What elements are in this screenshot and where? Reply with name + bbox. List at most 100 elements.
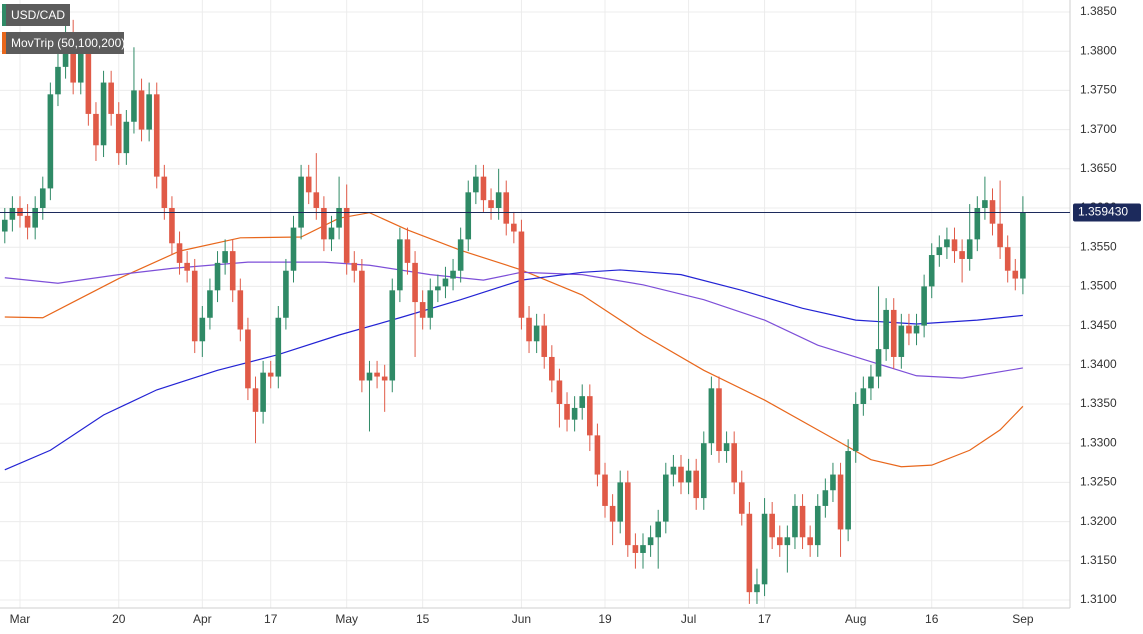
candle-body bbox=[343, 207, 350, 263]
y-tick-label: 1.3200 bbox=[1080, 514, 1117, 528]
candle-body bbox=[457, 239, 464, 271]
x-tick-label: Sep bbox=[1012, 612, 1034, 626]
candle-body bbox=[700, 443, 707, 499]
candle-body bbox=[723, 443, 730, 452]
candle-body bbox=[556, 380, 563, 405]
y-tick-label: 1.3100 bbox=[1080, 592, 1117, 606]
candle-body bbox=[1, 219, 8, 232]
x-tick-label: May bbox=[335, 612, 358, 626]
y-tick-label: 1.3700 bbox=[1080, 122, 1117, 136]
candle-body bbox=[366, 372, 373, 381]
candle-body bbox=[731, 443, 737, 483]
candle-body bbox=[533, 325, 540, 342]
candle-body bbox=[199, 317, 206, 342]
candle-body bbox=[564, 404, 570, 420]
candle-body bbox=[389, 290, 396, 381]
candle-body bbox=[936, 247, 943, 256]
candle-body bbox=[495, 192, 502, 208]
candle-body bbox=[115, 113, 122, 154]
candle-body bbox=[260, 372, 266, 412]
x-tick-label: Jun bbox=[512, 612, 531, 626]
candle-body bbox=[754, 584, 760, 593]
candle-body bbox=[814, 505, 821, 546]
candle-body bbox=[678, 466, 684, 483]
x-tick-label: 17 bbox=[264, 612, 278, 626]
last-price-label: 1.359430 bbox=[1078, 205, 1128, 219]
candle-body bbox=[169, 207, 175, 244]
candle-body bbox=[845, 451, 851, 530]
candle-body bbox=[632, 545, 639, 553]
candle-body bbox=[222, 251, 228, 263]
candle-body bbox=[161, 176, 168, 208]
candle-body bbox=[252, 388, 259, 412]
y-tick-label: 1.3350 bbox=[1080, 396, 1117, 410]
candle-body bbox=[328, 227, 335, 240]
y-tick-label: 1.3500 bbox=[1080, 279, 1117, 293]
x-tick-label: Apr bbox=[193, 612, 212, 626]
legend-swatch bbox=[2, 4, 6, 26]
candle-body bbox=[47, 94, 54, 189]
candle-body bbox=[898, 325, 905, 357]
candle-body bbox=[359, 270, 365, 381]
candle-body bbox=[625, 482, 631, 546]
candle-body bbox=[93, 113, 99, 146]
x-tick-label: 16 bbox=[925, 612, 939, 626]
candle-body bbox=[131, 90, 137, 122]
candle-body bbox=[153, 94, 160, 177]
candle-body bbox=[890, 309, 897, 357]
candle-body bbox=[511, 223, 517, 232]
candle-body bbox=[921, 286, 927, 326]
candle-body bbox=[761, 513, 768, 585]
candle-body bbox=[207, 290, 213, 318]
candle-body bbox=[609, 505, 616, 522]
candle-body bbox=[397, 239, 403, 291]
candle-body bbox=[55, 66, 61, 95]
candle-body bbox=[830, 474, 836, 491]
candle-body bbox=[24, 215, 31, 228]
candle-body bbox=[419, 302, 426, 318]
candle-body bbox=[146, 94, 152, 130]
candle-body bbox=[435, 286, 441, 291]
candle-body bbox=[662, 474, 669, 522]
candle-body bbox=[17, 207, 23, 216]
candle-body bbox=[989, 200, 996, 224]
candle-body bbox=[503, 192, 510, 224]
candle-body bbox=[283, 270, 289, 318]
candle-body bbox=[123, 121, 130, 154]
candle-body bbox=[298, 176, 304, 228]
candle-body bbox=[184, 262, 190, 271]
legend-label: MovTrip (50,100,200) bbox=[11, 36, 125, 50]
candle-body bbox=[245, 329, 251, 389]
candle-body bbox=[267, 372, 274, 377]
x-tick-label: 15 bbox=[416, 612, 430, 626]
candle-body bbox=[305, 176, 312, 193]
candle-body bbox=[427, 290, 434, 318]
candle-body bbox=[746, 513, 753, 593]
candle-body bbox=[822, 490, 829, 506]
candle-body bbox=[465, 192, 472, 240]
candle-body bbox=[32, 207, 38, 228]
moving-average-line bbox=[4, 269, 1023, 471]
candle-body bbox=[541, 325, 548, 357]
candle-body bbox=[108, 82, 114, 114]
y-tick-label: 1.3400 bbox=[1080, 357, 1117, 371]
candle-body bbox=[944, 239, 950, 248]
y-tick-label: 1.3300 bbox=[1080, 435, 1117, 449]
legend: USD/CAD MovTrip (50,100,200) bbox=[2, 4, 125, 54]
candle-body bbox=[526, 317, 532, 342]
candle-body bbox=[336, 207, 342, 228]
candle-body bbox=[868, 376, 874, 389]
candle-body bbox=[229, 251, 236, 291]
candle-body bbox=[1012, 270, 1019, 279]
moving-average-line bbox=[4, 212, 1024, 468]
candle-body bbox=[685, 470, 692, 483]
y-tick-label: 1.3650 bbox=[1080, 161, 1117, 175]
candle-body bbox=[799, 505, 806, 538]
y-tick-label: 1.3450 bbox=[1080, 318, 1117, 332]
candle-body bbox=[906, 325, 912, 334]
candle-body bbox=[85, 51, 92, 114]
y-tick-label: 1.3250 bbox=[1080, 475, 1117, 489]
candle-body bbox=[374, 372, 380, 377]
candle-body bbox=[9, 207, 16, 220]
